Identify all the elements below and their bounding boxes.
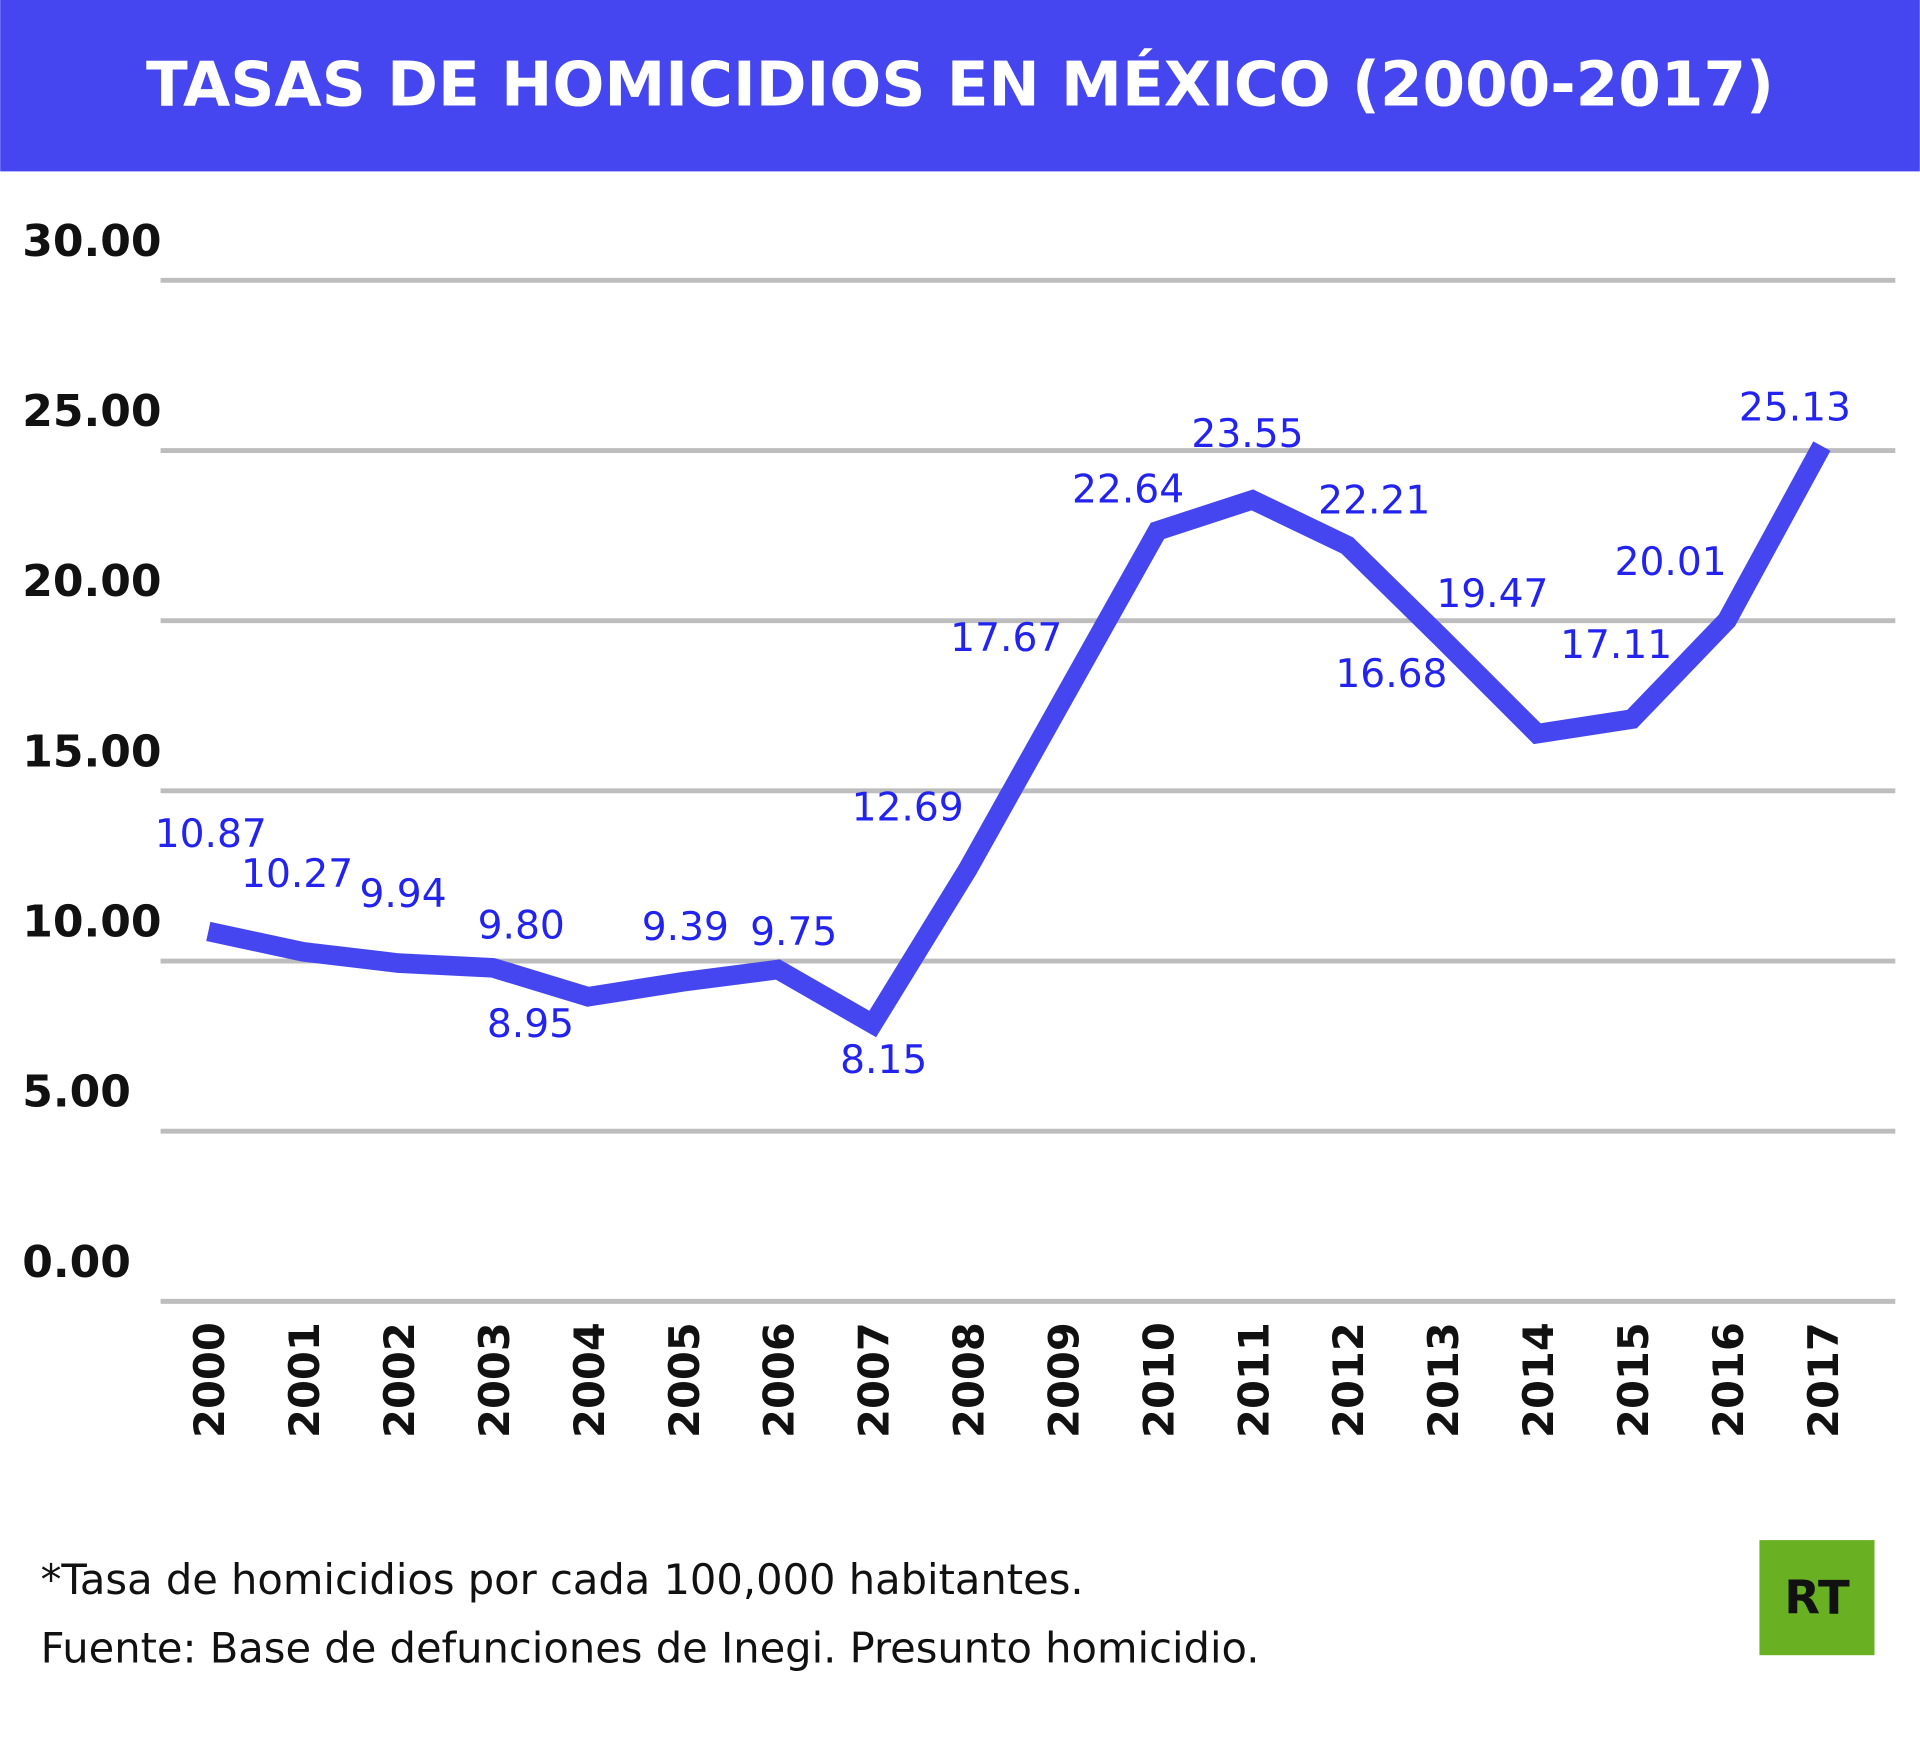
x-tick-label: 2016 [1704,1322,1753,1438]
x-tick-label: 2007 [850,1322,899,1438]
y-tick-label: 20.00 [22,556,161,607]
data-label: 16.68 [1335,652,1447,697]
data-label: 9.75 [750,910,837,955]
footer-note: *Tasa de homicidios por cada 100,000 hab… [41,1555,1084,1604]
y-tick-label: 15.00 [22,726,161,777]
data-label: 22.21 [1318,479,1430,524]
x-tick-label: 2006 [755,1322,804,1438]
x-tick-label: 2005 [660,1322,709,1438]
data-label: 19.47 [1436,572,1548,617]
x-tick-label: 2002 [375,1322,424,1438]
data-label: 8.95 [487,1002,574,1047]
x-tick-label: 2013 [1419,1322,1468,1438]
x-tick-label: 2017 [1799,1322,1848,1438]
x-tick-label: 2004 [565,1322,614,1438]
x-tick-label: 2014 [1514,1322,1563,1438]
chart-title: TASAS DE HOMICIDIOS EN MÉXICO (2000-2017… [146,48,1774,120]
data-label: 25.13 [1739,385,1851,430]
x-tick-label: 2010 [1134,1322,1183,1438]
y-tick-label: 10.00 [22,897,161,948]
x-tick-label: 2015 [1609,1322,1658,1438]
x-tick-label: 2003 [470,1322,519,1438]
x-tick-label: 2001 [280,1322,329,1438]
data-label: 22.64 [1072,468,1184,513]
y-tick-label: 5.00 [22,1067,131,1118]
data-label: 20.01 [1615,540,1727,585]
y-tick-label: 0.00 [22,1237,131,1288]
x-tick-label: 2012 [1324,1322,1373,1438]
x-tick-label: 2000 [185,1322,234,1438]
data-label: 9.94 [359,872,446,917]
x-tick-label: 2009 [1039,1322,1088,1438]
data-label: 9.80 [478,903,565,948]
data-label: 8.15 [840,1038,927,1083]
y-tick-label: 30.00 [22,216,161,267]
series-line [206,441,1831,1038]
data-label: 17.11 [1560,623,1672,668]
data-label: 17.67 [950,616,1062,661]
data-label: 23.55 [1191,412,1303,457]
x-tick-label: 2008 [945,1322,994,1438]
data-label: 10.27 [241,852,353,897]
header-bar [0,0,1920,172]
rt-logo: RT [1759,1540,1875,1656]
footer-source: Fuente: Base de defunciones de Inegi. Pr… [41,1624,1260,1673]
svg-text:RT: RT [1784,1571,1850,1625]
x-tick-label: 2011 [1229,1322,1278,1438]
data-label: 10.87 [155,812,267,857]
data-label: 9.39 [642,905,729,950]
data-label: 12.69 [852,786,964,831]
y-tick-label: 25.00 [22,386,161,437]
